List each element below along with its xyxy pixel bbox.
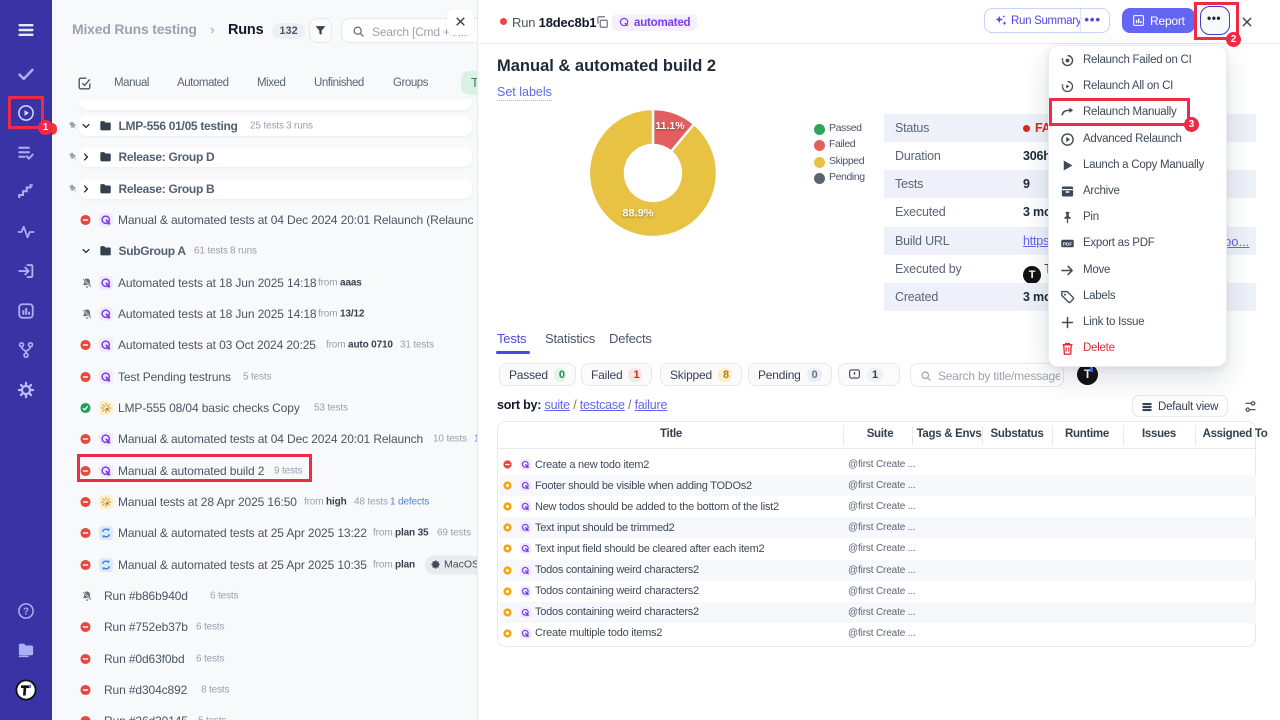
svg-text:88.9%: 88.9% bbox=[622, 208, 653, 220]
svg-text:PDF: PDF bbox=[1063, 242, 1072, 247]
svg-text:11.1%: 11.1% bbox=[655, 120, 685, 132]
svg-text:?: ? bbox=[23, 606, 29, 617]
